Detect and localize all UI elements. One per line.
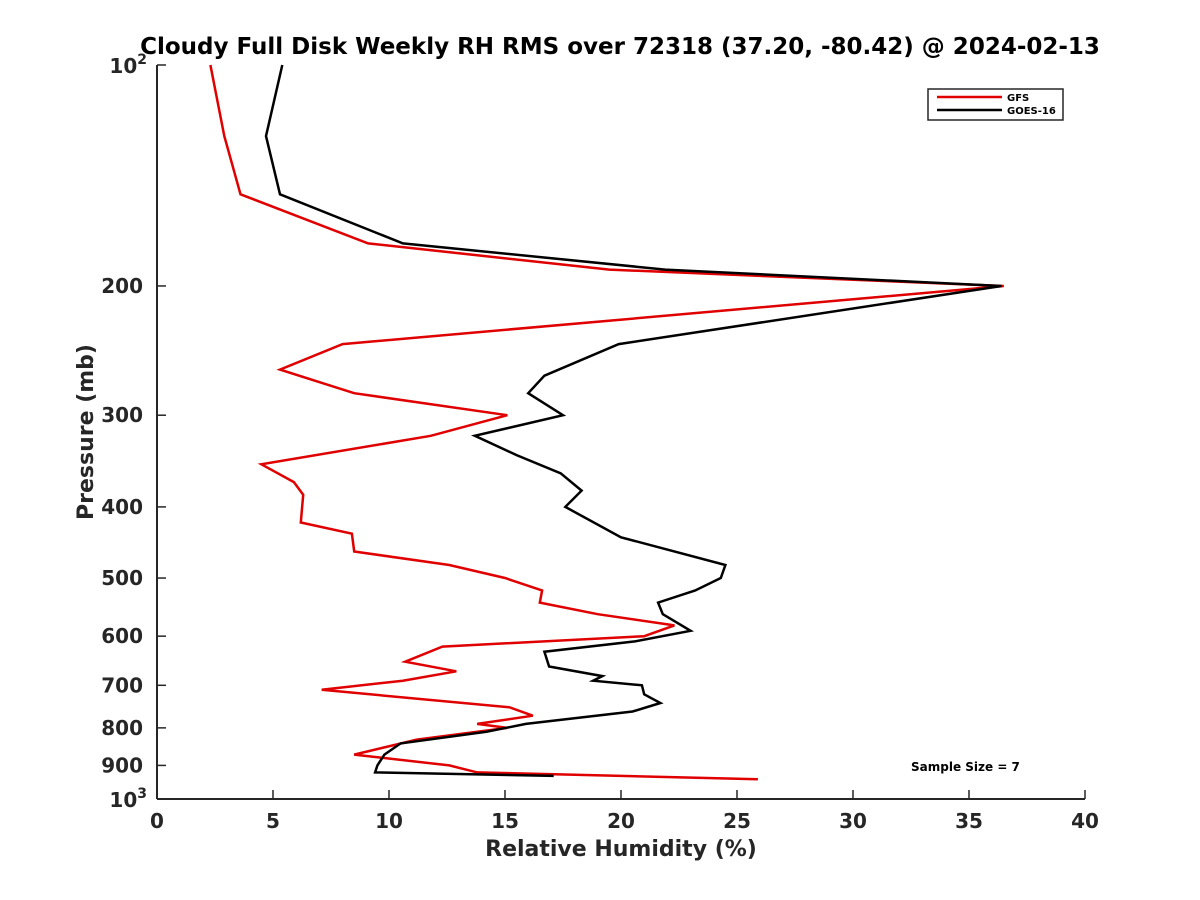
x-axis-label: Relative Humidity (%) bbox=[485, 837, 757, 862]
y-axis-label: Pressure (mb) bbox=[74, 344, 99, 520]
y-tick-label: 700 bbox=[101, 673, 143, 697]
x-tick-label: 35 bbox=[955, 809, 983, 833]
legend-label-gfs: GFS bbox=[1007, 93, 1029, 104]
x-axis-ticks: 0 5 10 15 20 25 30 35 40 bbox=[150, 790, 1099, 833]
x-tick-label: 20 bbox=[607, 809, 635, 833]
y-axis-ticks: 102 200 300 400 500 600 700 800 900 103 bbox=[101, 52, 166, 812]
y-tick-label: 102 bbox=[109, 52, 147, 78]
series-line-goes16 bbox=[264, 64, 1002, 778]
y-tick-label: 800 bbox=[101, 716, 143, 740]
x-tick-label: 15 bbox=[491, 809, 519, 833]
series-line-gfs bbox=[209, 64, 1004, 781]
x-tick-label: 0 bbox=[150, 809, 164, 833]
legend-label-goes16: GOES-16 bbox=[1007, 106, 1056, 117]
y-tick-label: 300 bbox=[101, 403, 143, 427]
y-tick-label: 200 bbox=[101, 274, 143, 298]
x-tick-label: 40 bbox=[1071, 809, 1099, 833]
x-tick-label: 30 bbox=[839, 809, 867, 833]
y-tick-label: 600 bbox=[101, 624, 143, 648]
y-tick-label: 900 bbox=[101, 753, 143, 777]
x-tick-label: 5 bbox=[266, 809, 280, 833]
x-tick-label: 25 bbox=[723, 809, 751, 833]
y-tick-label: 103 bbox=[109, 786, 147, 812]
chart-title: Cloudy Full Disk Weekly RH RMS over 7231… bbox=[140, 34, 1100, 60]
x-tick-label: 10 bbox=[375, 809, 403, 833]
plot-area bbox=[209, 64, 1004, 781]
sample-size-annotation: Sample Size = 7 bbox=[911, 760, 1020, 774]
legend-box bbox=[927, 88, 1064, 121]
legend: GFS GOES-16 bbox=[927, 88, 1064, 121]
y-tick-label: 500 bbox=[101, 566, 143, 590]
y-tick-label: 400 bbox=[101, 495, 143, 519]
